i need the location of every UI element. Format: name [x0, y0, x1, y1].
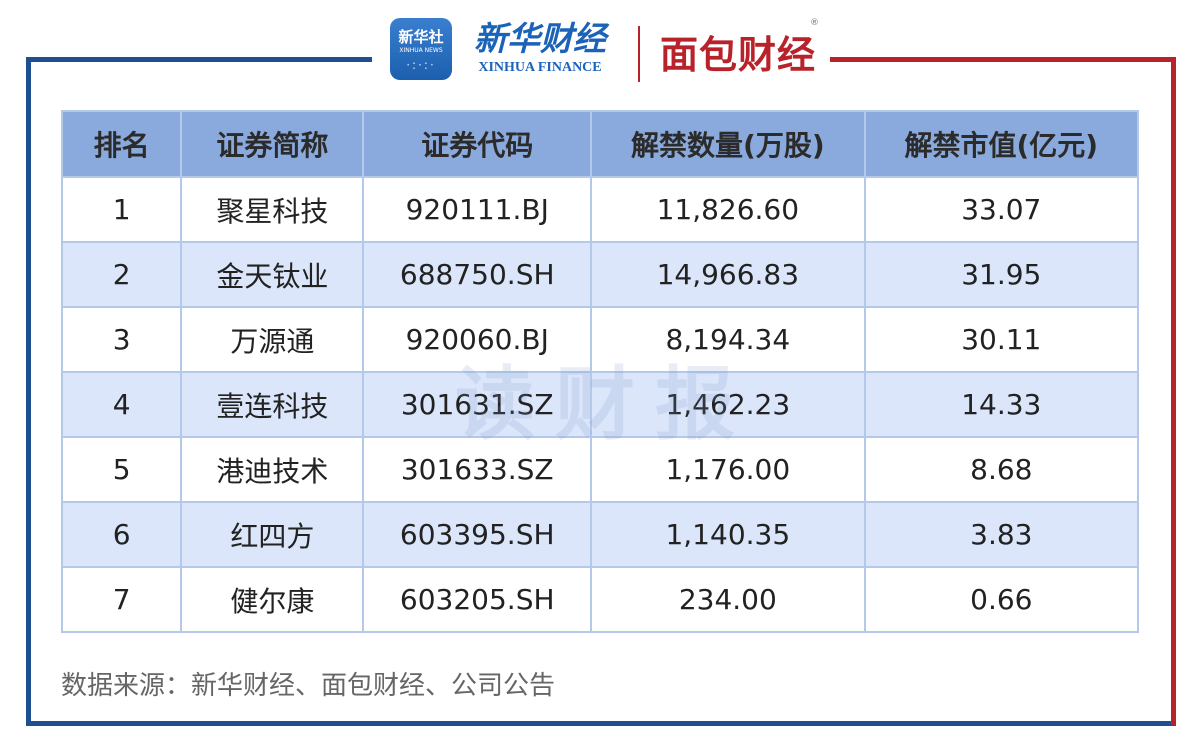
- table-cell: 6: [60, 501, 183, 568]
- table-cell: 1,176.00: [590, 436, 866, 503]
- table-cell: 8,194.34: [590, 306, 866, 373]
- mianbao-logo-text: 面包财经: [660, 33, 817, 77]
- column-header: 解禁数量(万股): [590, 110, 866, 178]
- table-row: 3 万源通 920060.BJ 8,194.34 30.11: [60, 306, 1140, 373]
- table-cell: 金天钛业: [180, 241, 365, 308]
- table-cell: 聚星科技: [180, 176, 365, 243]
- column-header: 解禁市值(亿元): [863, 110, 1140, 178]
- table-cell: 301633.SZ: [362, 436, 593, 503]
- network-icon: ·:·:·: [406, 58, 436, 72]
- table-cell: 红四方: [180, 501, 365, 568]
- frame-border-left: [26, 57, 31, 725]
- table-cell: 壹连科技: [180, 371, 365, 438]
- table-cell: 健尔康: [180, 566, 365, 633]
- table-cell: 234.00: [590, 566, 866, 633]
- table-cell: 301631.SZ: [362, 371, 593, 438]
- registered-mark: ®: [810, 18, 821, 28]
- table-cell: 33.07: [863, 176, 1140, 243]
- table-cell: 0.66: [863, 566, 1140, 633]
- xinhua-news-logo-en: XINHUA NEWS: [399, 47, 443, 54]
- column-header: 证券代码: [362, 110, 593, 178]
- data-source-note: 数据来源：新华财经、面包财经、公司公告: [61, 671, 556, 701]
- table-header-row: 排名 证券简称 证券代码 解禁数量(万股) 解禁市值(亿元): [60, 110, 1140, 178]
- unlock-table: 排名 证券简称 证券代码 解禁数量(万股) 解禁市值(亿元) 1 聚星科技 920111.B…: [60, 110, 1140, 633]
- table-cell: 3.83: [863, 501, 1140, 568]
- table-cell: 603205.SH: [362, 566, 593, 633]
- table-row: 1 聚星科技 920111.BJ 11,826.60 33.07: [60, 176, 1140, 243]
- xinhua-news-logo-cn: 新华社: [398, 28, 444, 46]
- table-cell: 688750.SH: [362, 241, 593, 308]
- table-row: 2 金天钛业 688750.SH 14,966.83 31.95: [60, 241, 1140, 308]
- table-cell: 920060.BJ: [362, 306, 593, 373]
- table-row: 5 港迪技术 301633.SZ 1,176.00 8.68: [60, 436, 1140, 503]
- xinhua-news-logo: 新华社 XINHUA NEWS ·:·:·: [390, 18, 452, 80]
- frame-border-top-left: [26, 57, 372, 62]
- xinhua-finance-logo-cn: 新华财经: [474, 19, 606, 58]
- table-cell: 14,966.83: [590, 241, 866, 308]
- table-cell: 1: [60, 176, 183, 243]
- table-row: 7 健尔康 603205.SH 234.00 0.66: [60, 566, 1140, 633]
- table-cell: 30.11: [863, 306, 1140, 373]
- table-cell: 港迪技术: [180, 436, 365, 503]
- frame-border-bottom: [26, 721, 1176, 726]
- table-cell: 3: [60, 306, 183, 373]
- table-cell: 4: [60, 371, 183, 438]
- frame-border-right: [1171, 57, 1176, 725]
- table-cell: 万源通: [180, 306, 365, 373]
- table-cell: 5: [60, 436, 183, 503]
- table-cell: 31.95: [863, 241, 1140, 308]
- table-cell: 8.68: [863, 436, 1140, 503]
- table-cell: 1,462.23: [590, 371, 866, 438]
- xinhua-finance-logo: 新华财经 XINHUA FINANCE: [465, 18, 615, 76]
- table-cell: 2: [60, 241, 183, 308]
- table-cell: 1,140.35: [590, 501, 866, 568]
- table-cell: 7: [60, 566, 183, 633]
- logo-divider: [638, 26, 640, 82]
- table-row: 4 壹连科技 301631.SZ 1,462.23 14.33: [60, 371, 1140, 438]
- table-row: 6 红四方 603395.SH 1,140.35 3.83: [60, 501, 1140, 568]
- frame-border-top-right: [830, 57, 1176, 62]
- table-cell: 920111.BJ: [362, 176, 593, 243]
- table-cell: 11,826.60: [590, 176, 866, 243]
- table-cell: 14.33: [863, 371, 1140, 438]
- mianbao-finance-logo: 面包财经 ®: [660, 18, 819, 79]
- column-header: 排名: [60, 110, 183, 178]
- column-header: 证券简称: [180, 110, 365, 178]
- table-cell: 603395.SH: [362, 501, 593, 568]
- xinhua-finance-logo-en: XINHUA FINANCE: [478, 60, 602, 75]
